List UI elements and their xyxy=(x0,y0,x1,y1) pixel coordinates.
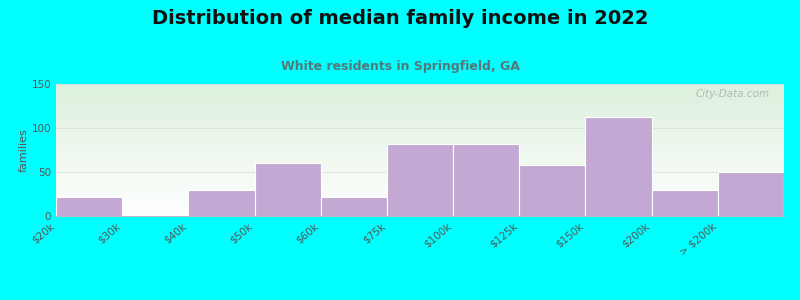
Bar xyxy=(718,172,784,216)
Text: White residents in Springfield, GA: White residents in Springfield, GA xyxy=(281,60,519,73)
Text: Distribution of median family income in 2022: Distribution of median family income in … xyxy=(152,9,648,28)
Bar xyxy=(453,144,519,216)
Y-axis label: families: families xyxy=(18,128,29,172)
Bar xyxy=(321,196,387,216)
Bar xyxy=(387,144,453,216)
Bar xyxy=(188,190,254,216)
Text: City-Data.com: City-Data.com xyxy=(695,89,770,99)
Bar xyxy=(586,117,652,216)
Bar xyxy=(652,190,718,216)
Bar xyxy=(519,165,586,216)
Bar xyxy=(56,196,122,216)
Bar xyxy=(254,163,321,216)
